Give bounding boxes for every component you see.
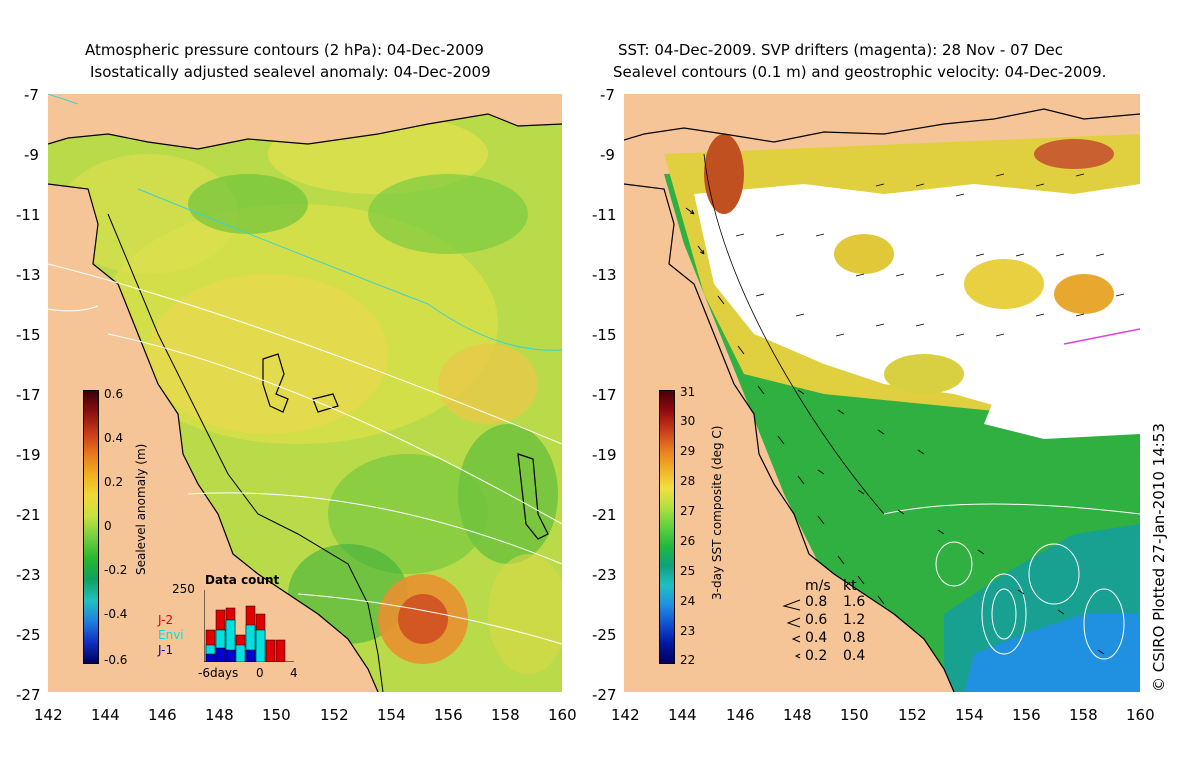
data-count-xlabel: 0: [256, 666, 264, 680]
data-count-legend-j2: J-2: [158, 613, 174, 627]
sealevel-colorbar-tick: 0.6: [104, 387, 124, 401]
right-lat-label: -23: [592, 566, 617, 584]
velocity-legend-kt: 0.8: [843, 630, 866, 646]
sealevel-colorbar-tick: -0.2: [104, 563, 128, 577]
left-lat-label: -13: [16, 266, 41, 284]
left-title-line2: Isostatically adjusted sealevel anomaly:…: [90, 63, 491, 81]
right-lat-label: -21: [592, 506, 617, 524]
data-count-legend-envi: Envi: [158, 628, 184, 642]
left-lon-label: 142: [34, 706, 63, 724]
right-title-line1: SST: 04-Dec-2009. SVP drifters (magenta)…: [618, 41, 1063, 59]
left-lat-label: -7: [24, 86, 39, 104]
left-lat-label: -25: [16, 626, 41, 644]
sst-colorbar: [659, 390, 675, 664]
right-lon-label: 158: [1069, 706, 1098, 724]
left-lon-label: 144: [91, 706, 120, 724]
left-lon-label: 150: [262, 706, 291, 724]
left-lat-label: -21: [16, 506, 41, 524]
sealevel-colorbar-tick: 0.4: [104, 431, 124, 445]
data-count-legend-j1: J-1: [158, 643, 174, 657]
velocity-legend-header-kt: kt: [843, 578, 857, 594]
right-lat-label: -19: [592, 446, 617, 464]
velocity-legend-kt: 0.4: [843, 648, 866, 664]
velocity-legend-kt: 1.2: [843, 612, 866, 628]
data-count-title: Data count: [205, 573, 280, 587]
sst-colorbar-tick: 24: [680, 594, 696, 608]
data-count-xlabel: 4: [290, 666, 298, 680]
right-title-line2: Sealevel contours (0.1 m) and geostrophi…: [613, 63, 1107, 81]
right-lat-label: -11: [592, 206, 617, 224]
velocity-legend-ms: 0.6: [805, 612, 828, 628]
sst-map: [624, 94, 1140, 692]
velocity-legend-arrows: [780, 596, 804, 666]
data-count-chart: [203, 590, 294, 663]
left-lon-label: 154: [377, 706, 406, 724]
sealevel-colorbar-tick: 0.2: [104, 475, 124, 489]
velocity-arrow-field: [685, 173, 1125, 655]
right-lat-label: -7: [600, 86, 615, 104]
right-lon-label: 152: [898, 706, 927, 724]
right-lat-label: -9: [600, 146, 615, 164]
left-lat-label: -15: [16, 326, 41, 344]
velocity-legend-kt: 1.6: [843, 594, 866, 610]
right-lon-label: 146: [726, 706, 755, 724]
sealevel-colorbar: [83, 390, 99, 664]
right-lat-label: -25: [592, 626, 617, 644]
left-lat-label: -19: [16, 446, 41, 464]
right-lon-label: 144: [668, 706, 697, 724]
velocity-legend-header-ms: m/s: [805, 578, 831, 594]
sst-colorbar-title: 3-day SST composite (deg C): [710, 425, 724, 600]
left-lon-label: 146: [148, 706, 177, 724]
left-lon-label: 160: [548, 706, 577, 724]
velocity-legend-ms: 0.4: [805, 630, 828, 646]
sst-colorbar-tick: 30: [680, 414, 696, 428]
right-lat-label: -27: [592, 686, 617, 704]
right-lon-label: 148: [783, 706, 812, 724]
left-lat-label: -17: [16, 386, 41, 404]
sst-colorbar-tick: 27: [680, 504, 696, 518]
left-lat-label: -9: [24, 146, 39, 164]
sst-colorbar-tick: 22: [680, 653, 696, 667]
sst-colorbar-tick: 23: [680, 624, 696, 638]
sealevel-anomaly-map-graphic: [48, 94, 562, 692]
sealevel-colorbar-tick: 0: [104, 519, 112, 533]
data-count-xlabel: -6days: [198, 666, 239, 680]
data-count-max-label: 250: [172, 582, 195, 596]
sst-colorbar-tick: 25: [680, 564, 696, 578]
velocity-legend-ms: 0.2: [805, 648, 828, 664]
left-lon-label: 158: [491, 706, 520, 724]
left-lon-label: 156: [434, 706, 463, 724]
left-lat-label: -27: [16, 686, 41, 704]
velocity-legend-arrow-glyphs: [782, 599, 801, 659]
sst-colorbar-tick: 29: [680, 444, 696, 458]
right-lon-label: 156: [1012, 706, 1041, 724]
left-title-line1: Atmospheric pressure contours (2 hPa): 0…: [85, 41, 484, 59]
sealevel-colorbar-tick: -0.4: [104, 607, 128, 621]
data-count-bars: [203, 590, 294, 663]
sst-colorbar-tick: 31: [680, 385, 696, 399]
right-lon-label: 154: [955, 706, 984, 724]
left-lon-label: 148: [205, 706, 234, 724]
sealevel-colorbar-tick: -0.6: [104, 653, 128, 667]
left-lat-label: -11: [16, 206, 41, 224]
right-lon-label: 142: [611, 706, 640, 724]
sealevel-colorbar-title: Sealevel anomaly (m): [134, 443, 148, 575]
left-lat-label: -23: [16, 566, 41, 584]
left-lon-label: 152: [320, 706, 349, 724]
sst-colorbar-tick: 26: [680, 534, 696, 548]
right-lat-label: -17: [592, 386, 617, 404]
right-lat-label: -15: [592, 326, 617, 344]
right-lon-label: 160: [1126, 706, 1155, 724]
right-lat-label: -13: [592, 266, 617, 284]
right-lon-label: 150: [840, 706, 869, 724]
plot-credit: © CSIRO Plotted 27-Jan-2010 14:53: [1150, 423, 1168, 692]
sealevel-anomaly-map: [48, 94, 562, 692]
velocity-legend-ms: 0.8: [805, 594, 828, 610]
sst-map-graphic: [624, 94, 1140, 692]
sst-colorbar-tick: 28: [680, 474, 696, 488]
